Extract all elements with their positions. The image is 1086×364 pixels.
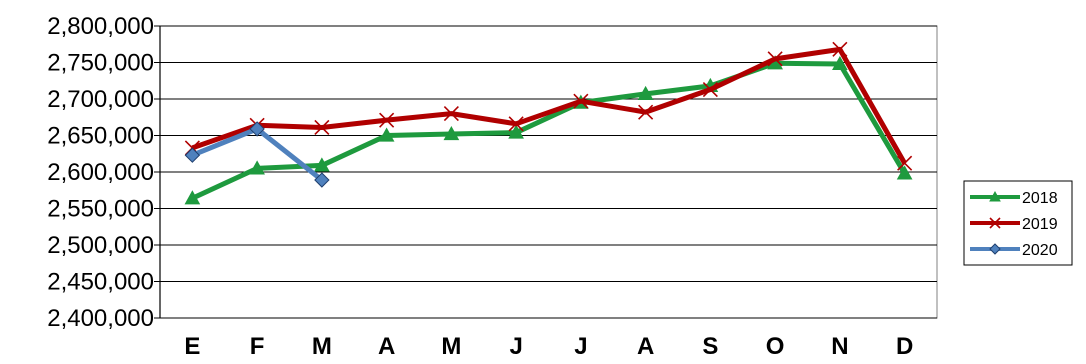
series-2018 <box>184 55 913 205</box>
y-axis-tick-labels: 2,400,000 2,450,000 2,500,000 2,550,000 2,60… <box>47 13 154 332</box>
x-marker-stroke <box>573 93 589 109</box>
y-tick-label: 2,600,000 <box>47 159 154 186</box>
legend-label: 2020 <box>1022 242 1058 259</box>
data-point-marker <box>573 93 589 109</box>
legend-item-2019: 2019 <box>970 216 1058 233</box>
x-tick-label: M <box>441 333 461 360</box>
data-point-marker <box>832 55 848 71</box>
x-tick-label: O <box>766 333 785 360</box>
x-marker-stroke <box>508 116 524 132</box>
data-point-marker <box>443 126 460 141</box>
x-tick-label: A <box>378 333 395 360</box>
legend-label: 2019 <box>1022 216 1058 233</box>
x-tick-label: J <box>509 333 522 360</box>
series-2020 <box>184 121 330 188</box>
y-tick-label: 2,450,000 <box>47 269 154 296</box>
x-marker-stroke <box>314 119 330 136</box>
x-marker-stroke <box>638 104 654 120</box>
x-marker-stroke <box>897 155 913 171</box>
data-point-marker <box>314 119 330 136</box>
x-tick-label: M <box>312 333 332 360</box>
data-point-marker <box>378 127 395 142</box>
x-tick-label: A <box>637 333 654 360</box>
y-tick-label: 2,700,000 <box>47 86 154 113</box>
x-tick-label: E <box>184 333 200 360</box>
series-line <box>191 46 907 165</box>
x-tick-label: J <box>574 333 587 360</box>
x-tick-label: F <box>250 333 265 360</box>
data-point-marker <box>184 147 201 163</box>
data-point-marker <box>508 124 524 139</box>
data-point-marker <box>508 116 524 132</box>
legend-label: 2018 <box>1022 190 1058 207</box>
y-tick-label: 2,800,000 <box>47 13 154 40</box>
x-marker-stroke <box>379 112 395 128</box>
data-point-marker <box>896 165 913 180</box>
y-tick-label: 2,650,000 <box>47 123 154 150</box>
data-point-marker <box>767 51 783 67</box>
data-point-marker <box>249 121 265 137</box>
x-marker-stroke <box>702 81 718 98</box>
y-tick-label: 2,750,000 <box>47 50 154 77</box>
x-marker-stroke <box>443 106 459 122</box>
data-point-marker <box>314 157 330 172</box>
data-point-marker <box>897 155 913 171</box>
x-tick-label: N <box>831 333 848 360</box>
data-point-marker <box>314 172 330 188</box>
series-lines <box>184 41 913 205</box>
data-point-marker <box>638 104 654 120</box>
x-tick-label: S <box>702 333 718 360</box>
x-marker-stroke <box>767 51 783 67</box>
data-point-marker <box>184 190 201 205</box>
x-tick-label: D <box>896 333 913 360</box>
y-tick-label: 2,400,000 <box>47 305 154 332</box>
data-point-marker <box>989 190 1001 202</box>
data-point-marker <box>443 106 459 122</box>
gridlines <box>154 25 938 319</box>
legend: 2018 2019 2020 <box>963 180 1073 266</box>
series-line <box>191 60 907 201</box>
legend-item-2020: 2020 <box>970 242 1058 259</box>
data-point-marker <box>832 41 848 57</box>
data-point-marker <box>702 81 718 98</box>
data-point-marker <box>989 217 1001 229</box>
data-point-marker <box>379 112 395 128</box>
legend-item-2018: 2018 <box>970 190 1058 207</box>
data-point-marker <box>637 85 654 100</box>
x-marker-stroke <box>989 217 1001 229</box>
y-tick-label: 2,500,000 <box>47 232 154 259</box>
data-point-marker <box>249 160 265 175</box>
y-tick-label: 2,550,000 <box>47 196 154 223</box>
data-point-marker <box>989 243 1001 255</box>
x-marker-stroke <box>832 41 848 57</box>
